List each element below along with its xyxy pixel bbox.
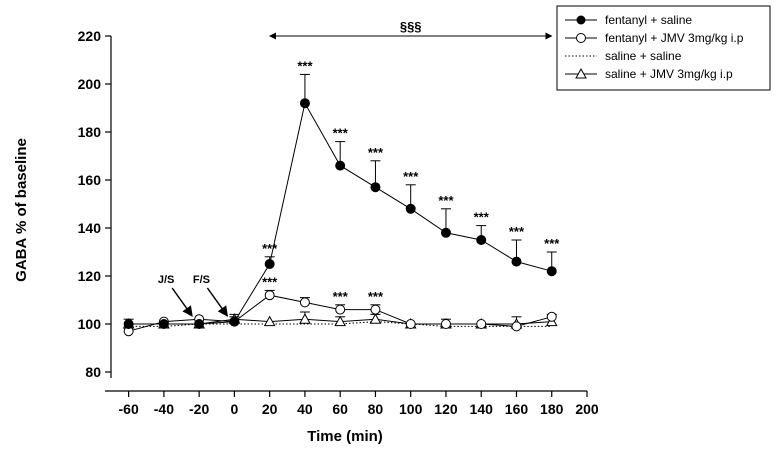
data-point xyxy=(194,319,205,329)
legend-label: saline + saline xyxy=(605,49,682,63)
data-point xyxy=(334,315,347,327)
injection-label: J/S xyxy=(158,274,175,286)
y-tick-label: 200 xyxy=(78,76,102,92)
x-tick-label: -60 xyxy=(119,401,139,417)
x-tick-label: 100 xyxy=(399,401,423,417)
legend-item: fentanyl + JMV 3mg/kg i.p xyxy=(565,31,744,45)
legend-marker xyxy=(576,15,586,25)
data-point xyxy=(511,321,522,332)
x-tick-label: 80 xyxy=(368,401,384,417)
x-tick-label: 40 xyxy=(297,401,313,417)
data-point xyxy=(299,313,311,324)
injection-arrow xyxy=(206,287,229,317)
significance-label: *** xyxy=(262,274,278,289)
legend-item: saline + JMV 3mg/kg i.p xyxy=(565,67,733,81)
legend: fentanyl + saline fentanyl + JMV 3mg/kg i… xyxy=(556,5,771,91)
significance-label: *** xyxy=(262,241,278,256)
x-tick-label: 160 xyxy=(505,401,529,417)
y-tick-label: 80 xyxy=(85,364,101,380)
data-point xyxy=(299,297,310,308)
x-tick-label: 120 xyxy=(434,401,458,417)
significance-label: *** xyxy=(368,289,384,304)
data-point xyxy=(123,319,134,329)
data-point xyxy=(370,304,381,315)
y-tick-label: 140 xyxy=(78,220,102,236)
data-point xyxy=(229,316,240,327)
significance-label: *** xyxy=(438,193,454,208)
series-layer xyxy=(122,73,558,337)
injection-arrow xyxy=(171,287,193,317)
x-tick-label: -40 xyxy=(154,401,174,417)
data-point xyxy=(299,98,310,109)
legend-item: fentanyl + saline xyxy=(565,13,692,27)
significance-label: *** xyxy=(509,224,525,239)
significance-label: *** xyxy=(474,210,490,225)
x-tick-label: 0 xyxy=(231,401,239,417)
x-tick-label: 200 xyxy=(575,401,599,417)
legend-label: fentanyl + saline xyxy=(605,13,692,27)
data-point xyxy=(546,266,557,277)
significance-label: *** xyxy=(368,145,384,160)
annotations: *** *** *** *** *** *** *** *** *** *** *** *** §§§ J… xyxy=(158,19,560,317)
y-tick-label: 180 xyxy=(78,124,102,140)
x-axis-title: Time (min) xyxy=(307,428,383,445)
data-point xyxy=(369,313,382,324)
x-tick-label: 60 xyxy=(332,401,348,417)
legend-label: fentanyl + JMV 3mg/kg i.p xyxy=(605,31,744,45)
data-point xyxy=(440,227,451,238)
significance-label: *** xyxy=(544,236,560,251)
data-point xyxy=(370,182,381,193)
bracket-label: §§§ xyxy=(400,19,422,34)
x-tick-label: 140 xyxy=(470,401,494,417)
data-point xyxy=(158,319,169,329)
data-point xyxy=(476,235,487,245)
data-point xyxy=(264,259,275,269)
data-point xyxy=(405,203,416,214)
y-axis-title: GABA % of baseline xyxy=(13,138,30,282)
y-tick-label: 160 xyxy=(78,172,102,188)
y-tick-label: 220 xyxy=(78,28,102,44)
data-point xyxy=(405,319,416,329)
significance-label: *** xyxy=(333,126,349,141)
data-point xyxy=(263,315,276,327)
data-point xyxy=(335,160,346,171)
legend-marker xyxy=(575,67,587,79)
legend-label: saline + JMV 3mg/kg i.p xyxy=(605,67,733,81)
series-0 xyxy=(123,73,557,329)
significance-label: *** xyxy=(403,169,419,184)
axes: 80 100 120 140 160 180 200 220 -60 -40 -20 0 20 40 60 8… xyxy=(78,28,599,417)
data-point xyxy=(511,256,522,267)
data-point xyxy=(546,311,557,322)
data-point xyxy=(440,319,451,329)
y-tick-label: 120 xyxy=(78,268,102,284)
legend-marker xyxy=(576,33,586,43)
data-point xyxy=(476,319,487,329)
data-point xyxy=(335,304,346,315)
x-tick-label: 180 xyxy=(540,401,564,417)
injection-label: F/S xyxy=(193,274,210,286)
legend-item: saline + saline xyxy=(565,49,682,63)
significance-label: *** xyxy=(297,58,313,73)
data-point xyxy=(264,290,275,301)
y-tick-label: 100 xyxy=(78,316,102,332)
x-tick-label: -20 xyxy=(189,401,209,417)
x-tick-label: 20 xyxy=(262,401,278,417)
significance-label: *** xyxy=(333,289,349,304)
